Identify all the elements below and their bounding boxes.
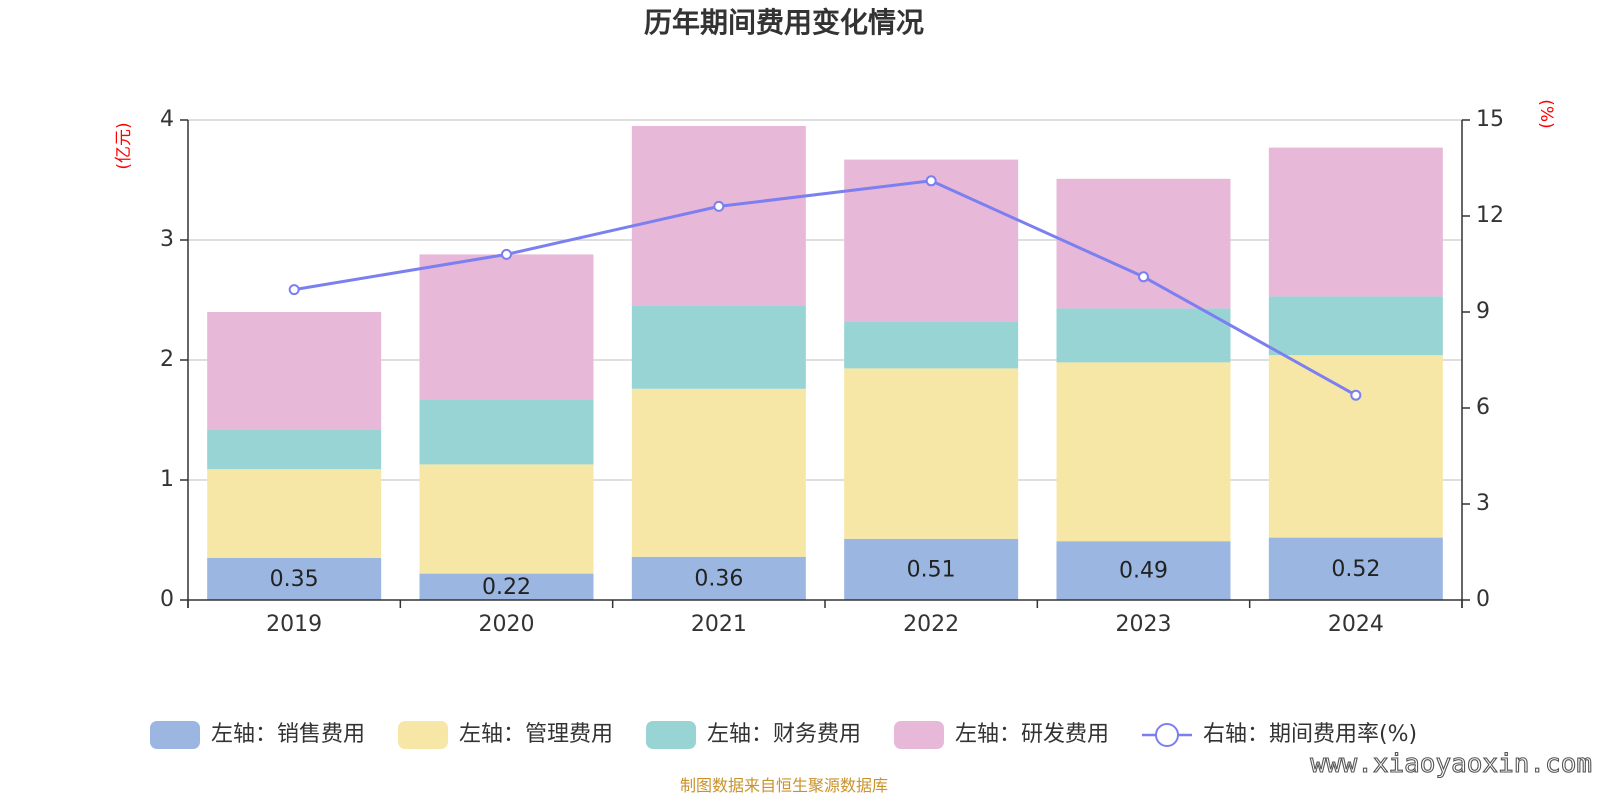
- data-label: 0.52: [1331, 557, 1380, 582]
- legend-label: 右轴：期间费用率(%): [1203, 722, 1417, 747]
- right-axis-tick-label: 12: [1476, 203, 1504, 228]
- data-label: 0.51: [907, 557, 956, 582]
- legend-swatch: [646, 721, 696, 749]
- bar-segment: [1056, 308, 1231, 363]
- bar-segment: [207, 312, 382, 430]
- rate-point: [501, 248, 512, 260]
- x-axis-tick-label: 2019: [266, 612, 322, 637]
- left-axis-tick-label: 3: [160, 227, 174, 252]
- x-axis-tick-label: 2020: [479, 612, 535, 637]
- right-axis-unit: (%): [1536, 99, 1556, 128]
- x-axis-tick-label: 2023: [1116, 612, 1172, 637]
- right-axis-tick-label: 6: [1476, 395, 1490, 420]
- rate-line-path: [293, 179, 1357, 397]
- rate-point: [713, 200, 725, 212]
- bar-segment: [844, 368, 1019, 539]
- rate-point: [925, 175, 937, 187]
- bar-segment: [631, 388, 806, 557]
- bar-segment: [1268, 296, 1443, 356]
- data-label: 0.35: [270, 567, 319, 592]
- bar-segment: [207, 429, 382, 470]
- bar-segment: [419, 254, 594, 400]
- data-label: 0.22: [482, 575, 531, 600]
- bar-segment: [1268, 355, 1443, 538]
- rate-point: [1350, 389, 1362, 401]
- rate-point: [1138, 271, 1149, 283]
- chart-title: 历年期间费用变化情况: [644, 6, 924, 39]
- bar-segment: [207, 558, 382, 600]
- bar-segment: [419, 399, 594, 465]
- left-axis-tick-label: 2: [160, 347, 174, 372]
- legend-label: 左轴：财务费用: [707, 722, 861, 747]
- legend-swatch: [150, 721, 200, 749]
- bar-segment: [419, 573, 594, 600]
- right-axis-tick-label: 9: [1476, 299, 1490, 324]
- bar-segment: [631, 306, 806, 389]
- legend: 左轴：销售费用 左轴：管理费用 左轴：财务费用 左轴：研发费用 右轴：期间费用率(%): [150, 721, 1417, 749]
- bar-segment: [631, 126, 806, 306]
- x-axis-tick-label: 2021: [691, 612, 747, 637]
- bar-segment: [844, 538, 1019, 600]
- bar-segment: [1056, 362, 1231, 542]
- x-axis-tick-label: 2022: [903, 612, 959, 637]
- legend-label: 左轴：管理费用: [459, 722, 613, 747]
- bar-segment: [1056, 541, 1231, 600]
- left-axis-tick-label: 0: [160, 587, 174, 612]
- legend-swatch: [894, 721, 944, 749]
- legend-label: 左轴：销售费用: [211, 722, 365, 747]
- left-axis-tick-label: 1: [160, 467, 174, 492]
- legend-swatch: [398, 721, 448, 749]
- watermark: www.xiaoyaoxin.com: [1310, 749, 1592, 779]
- bar-segment: [207, 469, 382, 558]
- grid: [188, 119, 1462, 481]
- left-axis-unit: (亿元): [114, 122, 134, 169]
- data-label: 0.36: [694, 566, 743, 591]
- bar-segment: [1268, 147, 1443, 297]
- right-axis-tick-label: 0: [1476, 587, 1490, 612]
- legend-marker-icon: [1155, 723, 1179, 747]
- legend-label: 左轴：研发费用: [955, 722, 1109, 747]
- rate-line: [288, 175, 1362, 401]
- x-axis-tick-label: 2024: [1328, 612, 1384, 637]
- right-axis-tick-label: 15: [1476, 107, 1504, 132]
- data-label: 0.49: [1119, 559, 1168, 584]
- bar-segment: [419, 464, 594, 574]
- bar-segment: [844, 321, 1019, 369]
- right-axis-tick-label: 3: [1476, 491, 1490, 516]
- bar-segment: [1268, 537, 1443, 600]
- source-note: 制图数据来自恒生聚源数据库: [680, 776, 888, 795]
- bar-segment: [1056, 178, 1231, 309]
- rate-point: [288, 284, 300, 296]
- bar-segment: [631, 556, 806, 600]
- bars: 0.35 0.22 0.36 0.51 0.49 0.52: [207, 126, 1443, 600]
- left-axis-tick-label: 4: [160, 107, 174, 132]
